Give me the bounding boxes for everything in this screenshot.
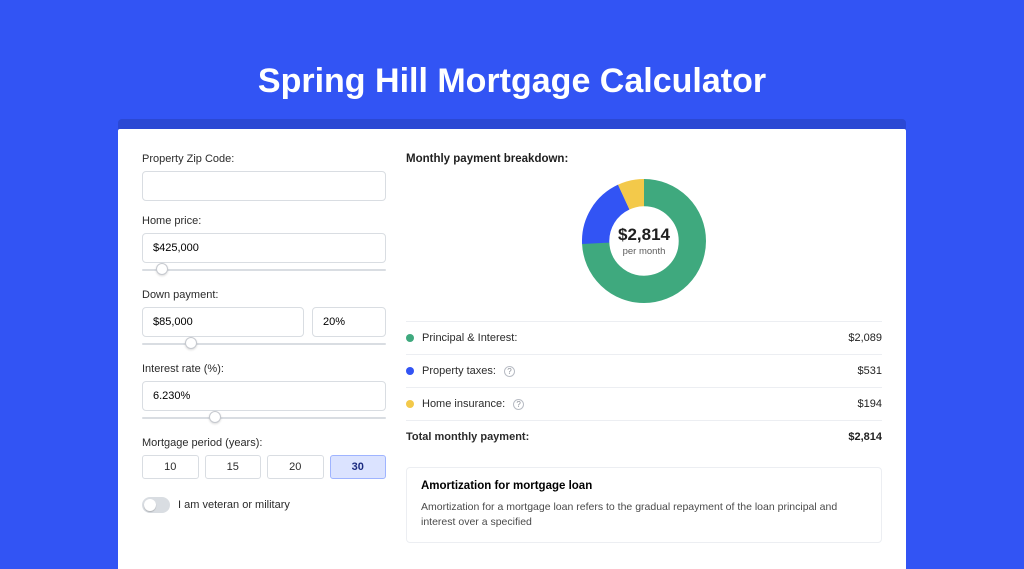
- amortization-title: Amortization for mortgage loan: [421, 480, 867, 492]
- zip-label: Property Zip Code:: [142, 153, 386, 165]
- legend-label-1: Property taxes:: [422, 365, 496, 377]
- price-slider-thumb[interactable]: [156, 263, 168, 275]
- legend-value-1: $531: [858, 365, 882, 377]
- legend-value-2: $194: [858, 398, 882, 410]
- donut-chart: $2,814 per month: [582, 179, 706, 303]
- legend-row-0: Principal & Interest: $2,089: [406, 322, 882, 355]
- legend-value-0: $2,089: [848, 332, 882, 344]
- donut-chart-wrap: $2,814 per month: [406, 173, 882, 317]
- field-period: Mortgage period (years): 10152030: [142, 437, 386, 479]
- zip-input[interactable]: [142, 171, 386, 201]
- price-input[interactable]: [142, 233, 386, 263]
- breakdown-title: Monthly payment breakdown:: [406, 153, 882, 165]
- legend-label-0: Principal & Interest:: [422, 332, 517, 344]
- period-option-20[interactable]: 20: [267, 455, 324, 479]
- legend-dot-2: [406, 400, 414, 408]
- page-title: Spring Hill Mortgage Calculator: [0, 0, 1024, 119]
- period-option-10[interactable]: 10: [142, 455, 199, 479]
- veteran-label: I am veteran or military: [178, 499, 290, 511]
- donut-sub: per month: [623, 246, 666, 257]
- down-slider-thumb[interactable]: [185, 337, 197, 349]
- rate-slider[interactable]: [142, 413, 386, 423]
- legend-total-value: $2,814: [848, 431, 882, 443]
- legend-total-label: Total monthly payment:: [406, 431, 529, 443]
- legend-dot-1: [406, 367, 414, 375]
- band-container: Property Zip Code: Home price: Down paym…: [118, 119, 906, 569]
- amortization-text: Amortization for a mortgage loan refers …: [421, 500, 867, 530]
- legend: Principal & Interest: $2,089 Property taxe…: [406, 321, 882, 453]
- legend-row-2: Home insurance:? $194: [406, 388, 882, 421]
- down-label: Down payment:: [142, 289, 386, 301]
- calculator-card: Property Zip Code: Home price: Down paym…: [118, 129, 906, 569]
- rate-slider-thumb[interactable]: [209, 411, 221, 423]
- toggle-knob: [144, 499, 156, 511]
- period-label: Mortgage period (years):: [142, 437, 386, 449]
- price-label: Home price:: [142, 215, 386, 227]
- rate-input[interactable]: [142, 381, 386, 411]
- form-column: Property Zip Code: Home price: Down paym…: [142, 153, 386, 569]
- field-rate: Interest rate (%):: [142, 363, 386, 423]
- amortization-section: Amortization for mortgage loan Amortizat…: [406, 467, 882, 543]
- price-slider[interactable]: [142, 265, 386, 275]
- down-percent-input[interactable]: [312, 307, 386, 337]
- down-amount-input[interactable]: [142, 307, 304, 337]
- field-down: Down payment:: [142, 289, 386, 349]
- breakdown-column: Monthly payment breakdown: $2,814 per mo…: [406, 153, 882, 569]
- veteran-row: I am veteran or military: [142, 497, 386, 513]
- field-zip: Property Zip Code:: [142, 153, 386, 201]
- period-options: 10152030: [142, 455, 386, 479]
- info-icon-2[interactable]: ?: [513, 399, 524, 410]
- legend-row-total: Total monthly payment: $2,814: [406, 421, 882, 453]
- info-icon-1[interactable]: ?: [504, 366, 515, 377]
- legend-dot-0: [406, 334, 414, 342]
- donut-center: $2,814 per month: [582, 179, 706, 303]
- legend-label-2: Home insurance:: [422, 398, 505, 410]
- period-option-30[interactable]: 30: [330, 455, 387, 479]
- field-price: Home price:: [142, 215, 386, 275]
- legend-row-1: Property taxes:? $531: [406, 355, 882, 388]
- period-option-15[interactable]: 15: [205, 455, 262, 479]
- rate-label: Interest rate (%):: [142, 363, 386, 375]
- down-slider[interactable]: [142, 339, 386, 349]
- donut-amount: $2,814: [618, 225, 670, 245]
- veteran-toggle[interactable]: [142, 497, 170, 513]
